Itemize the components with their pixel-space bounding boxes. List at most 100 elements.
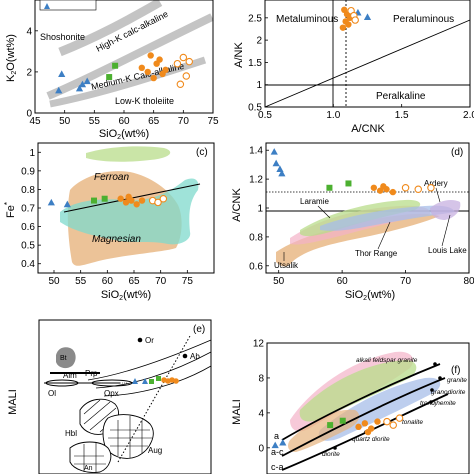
y-tick-label-c-5: 0.9 bbox=[21, 166, 35, 177]
panel-e-square-1 bbox=[149, 379, 154, 384]
label-an: An bbox=[84, 465, 93, 472]
label-low-k: Low-K tholeiite bbox=[115, 96, 174, 106]
point-f-s3-0 bbox=[383, 417, 391, 426]
x-tick-label-d-2: 70 bbox=[400, 276, 412, 287]
y-tick-label-b-2: 1.5 bbox=[248, 58, 262, 69]
point-a-s3-3 bbox=[182, 72, 191, 80]
point-f-s2-4 bbox=[364, 428, 372, 436]
x-tick-label-b-1: 1.0 bbox=[326, 110, 340, 121]
ref-point-trondjhemite bbox=[429, 400, 433, 404]
y-tick-label-b-0: 0.5 bbox=[248, 103, 262, 114]
point-c-s2-4 bbox=[138, 197, 146, 204]
label-ferroan: Ferroan bbox=[94, 172, 129, 183]
panel-b: Metaluminous Peraluminous Peralkaline 0.… bbox=[233, 0, 474, 135]
point-c-s2-3 bbox=[133, 201, 140, 208]
leader-louis-lake bbox=[441, 214, 451, 247]
panel-c-letter: (c) bbox=[196, 147, 208, 158]
boundary-medium-k-band bbox=[49, 56, 207, 108]
y-tick-label-b-1: 1 bbox=[256, 80, 262, 91]
y-tick-label-b-4: 2.5 bbox=[248, 13, 262, 24]
panel-c-points bbox=[47, 193, 168, 208]
panel-c-xlabel: SiO2(wt%) bbox=[101, 289, 151, 302]
label-a: a bbox=[274, 431, 279, 441]
panel-f-ticks: 0 4 8 12 bbox=[253, 339, 270, 454]
point-b-s2-4 bbox=[345, 21, 352, 28]
point-d-s0-0 bbox=[270, 148, 278, 155]
boundary-high-k-band bbox=[46, 13, 214, 100]
x-tick-label-c-5: 75 bbox=[182, 276, 194, 287]
point-d-s2-4 bbox=[380, 183, 387, 190]
y-tick-label-f-3: 12 bbox=[253, 339, 265, 350]
point-c-s0-1 bbox=[63, 200, 71, 208]
x-tick-label-c-4: 70 bbox=[155, 276, 167, 287]
y-tick-label-a-2: 4 bbox=[26, 26, 32, 37]
point-a-s2-3 bbox=[156, 56, 163, 63]
point-d-s1-0 bbox=[326, 184, 333, 191]
field-green-f bbox=[299, 360, 417, 422]
point-a-s0-4 bbox=[83, 77, 91, 85]
panel-d-letter: (d) bbox=[451, 147, 463, 158]
y-tick-label-d-3: 1.2 bbox=[249, 175, 263, 186]
mineral-aug-field bbox=[102, 414, 154, 459]
label-thor-range: Thor Range bbox=[355, 249, 398, 258]
point-a-s1-0 bbox=[106, 74, 113, 81]
panel-c-ticks: 50 55 60 65 70 75 0.4 0.5 0.6 0.7 0.8 0.9 1 bbox=[21, 148, 193, 287]
an-or-dotted-line bbox=[117, 335, 191, 463]
label-granite: granite bbox=[447, 377, 467, 384]
panel-e-samples bbox=[132, 376, 179, 384]
panel-e-triangle-1 bbox=[132, 378, 138, 384]
panel-c: (c) Ferroan Magnesian 50 55 60 65 70 75 0.4 0.5… bbox=[3, 142, 215, 302]
label-shoshonite: Shoshonite bbox=[40, 32, 85, 42]
ref-point-granodiorite bbox=[430, 388, 434, 392]
panel-c-ylabel: Fe* bbox=[3, 202, 17, 218]
mineral-ab-point bbox=[182, 353, 188, 359]
y-tick-label-a-0: 0 bbox=[26, 109, 32, 120]
point-d-s0-1 bbox=[272, 159, 280, 167]
label-or: Or bbox=[145, 336, 154, 345]
point-c-s1-1 bbox=[101, 195, 108, 202]
panel-d-ylabel: A/CNK bbox=[231, 188, 243, 222]
ref-point-diorite bbox=[333, 446, 337, 450]
label-prp: Prp bbox=[85, 369, 98, 378]
y-tick-label-c-1: 0.5 bbox=[21, 241, 35, 252]
point-f-s3-1 bbox=[389, 421, 397, 429]
point-a-s2-0 bbox=[138, 64, 145, 72]
point-c-s2-5 bbox=[125, 193, 132, 201]
point-d-s0-3 bbox=[278, 169, 286, 177]
label-ol: Ol bbox=[48, 389, 56, 398]
x-tick-label-d-0: 50 bbox=[273, 276, 285, 287]
y-tick-label-d-4: 1.4 bbox=[249, 146, 263, 157]
label-bt: Bt bbox=[60, 355, 67, 362]
panel-a-ylabel: K2O(wt%) bbox=[5, 34, 18, 82]
point-d-s2-3 bbox=[389, 188, 397, 196]
label-tonalite: tonalite bbox=[402, 419, 423, 426]
field-blue-thor-range bbox=[320, 205, 455, 231]
point-a-s2-7 bbox=[150, 74, 157, 82]
point-a-s3-1 bbox=[179, 53, 188, 62]
y-tick-label-c-6: 1 bbox=[29, 148, 35, 159]
label-magnesian: Magnesian bbox=[92, 234, 141, 245]
panel-b-points bbox=[339, 6, 372, 31]
point-a-s0-0 bbox=[55, 86, 63, 94]
leader-thor-range bbox=[377, 221, 391, 250]
y-tick-label-d-1: 0.8 bbox=[249, 232, 263, 243]
panel-b-xlabel: A/CNK bbox=[351, 123, 385, 135]
panel-d-points bbox=[270, 148, 435, 196]
label-hbl: Hbl bbox=[65, 429, 77, 438]
label-utsalik: Utsalik bbox=[274, 261, 299, 270]
ferroan-field-green bbox=[86, 146, 171, 162]
point-c-s3-2 bbox=[159, 194, 168, 203]
panel-a: Shoshonite High-K calc-alkaline Medium-K… bbox=[5, 0, 219, 141]
panel-e-square-2 bbox=[156, 376, 161, 381]
point-d-s3-1 bbox=[414, 185, 422, 193]
y-tick-label-d-2: 1 bbox=[257, 204, 263, 215]
panel-d-ticks: 50 60 70 80 0.6 0.8 1 1.2 1.4 bbox=[249, 146, 474, 287]
boundary-shoshonite-band bbox=[58, 0, 163, 57]
trend-curve-1 bbox=[87, 339, 212, 381]
point-d-s1-1 bbox=[345, 180, 352, 187]
panel-a-xlabel: SiO2(wt%) bbox=[99, 128, 149, 141]
legend-box-partial bbox=[39, 0, 97, 11]
point-f-s3-2 bbox=[395, 414, 404, 422]
panel-f: (f) alkali feldspar granite granite gran… bbox=[231, 339, 470, 474]
label-granodiorite: granodiorite bbox=[431, 389, 466, 396]
